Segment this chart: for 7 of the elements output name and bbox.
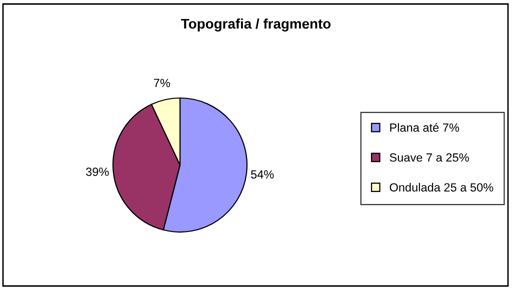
legend-label: Suave 7 a 25%: [390, 153, 469, 162]
data-label: 39%: [86, 168, 109, 176]
legend-label: Ondulada 25 a 50%: [390, 182, 494, 192]
data-label: 7%: [154, 78, 170, 88]
data-label: 54%: [251, 170, 274, 179]
legend-label: Plana até 7%: [390, 122, 460, 132]
chart-title: Topografia / fragmento: [181, 18, 331, 32]
